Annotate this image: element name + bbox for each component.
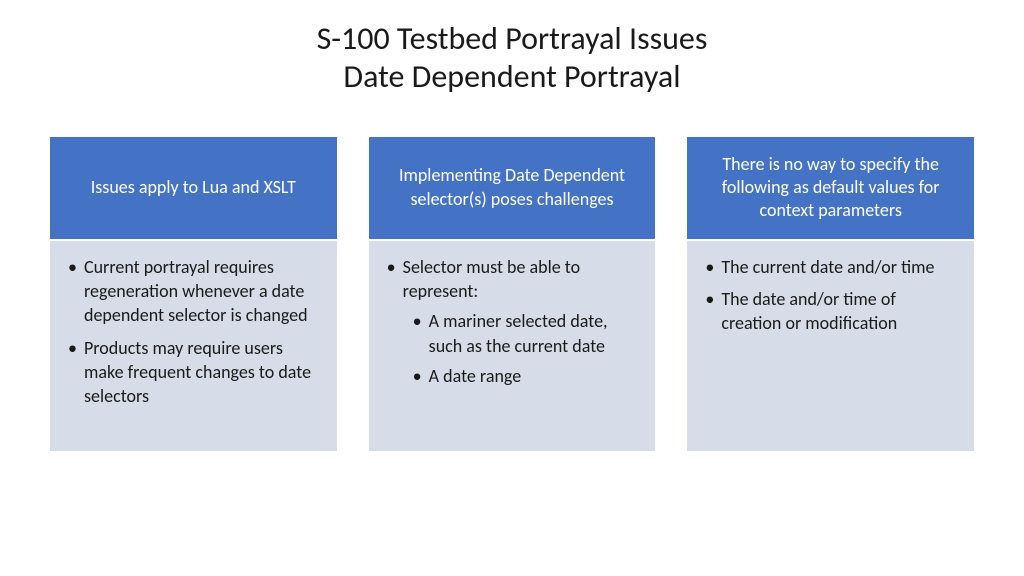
column-2-body: Selector must be able to represent: A ma… <box>369 241 656 451</box>
slide: S-100 Testbed Portrayal Issues Date Depe… <box>0 0 1024 576</box>
column-1: Issues apply to Lua and XSLT Current por… <box>50 137 337 451</box>
title-line-2: Date Dependent Portrayal <box>50 58 974 96</box>
column-3: There is no way to specify the following… <box>687 137 974 451</box>
list-item: Products may require users make frequent… <box>66 336 321 409</box>
list-subitem: A date range <box>411 364 640 388</box>
list-item: Current portrayal requires regeneration … <box>66 255 321 328</box>
column-3-header: There is no way to specify the following… <box>687 137 974 241</box>
column-2: Implementing Date Dependent selector(s) … <box>369 137 656 451</box>
column-1-header: Issues apply to Lua and XSLT <box>50 137 337 241</box>
title-line-1: S-100 Testbed Portrayal Issues <box>50 20 974 58</box>
slide-title: S-100 Testbed Portrayal Issues Date Depe… <box>50 20 974 97</box>
list-item: Selector must be able to represent: A ma… <box>385 255 640 388</box>
columns-container: Issues apply to Lua and XSLT Current por… <box>50 137 974 451</box>
column-3-body: The current date and/or time The date an… <box>687 241 974 451</box>
list-subitem: A mariner selected date, such as the cur… <box>411 309 640 358</box>
column-2-header: Implementing Date Dependent selector(s) … <box>369 137 656 241</box>
list-item: The date and/or time of creation or modi… <box>703 287 958 336</box>
column-1-body: Current portrayal requires regeneration … <box>50 241 337 451</box>
list-item: The current date and/or time <box>703 255 958 279</box>
list-item-text: Selector must be able to represent: <box>403 256 580 302</box>
